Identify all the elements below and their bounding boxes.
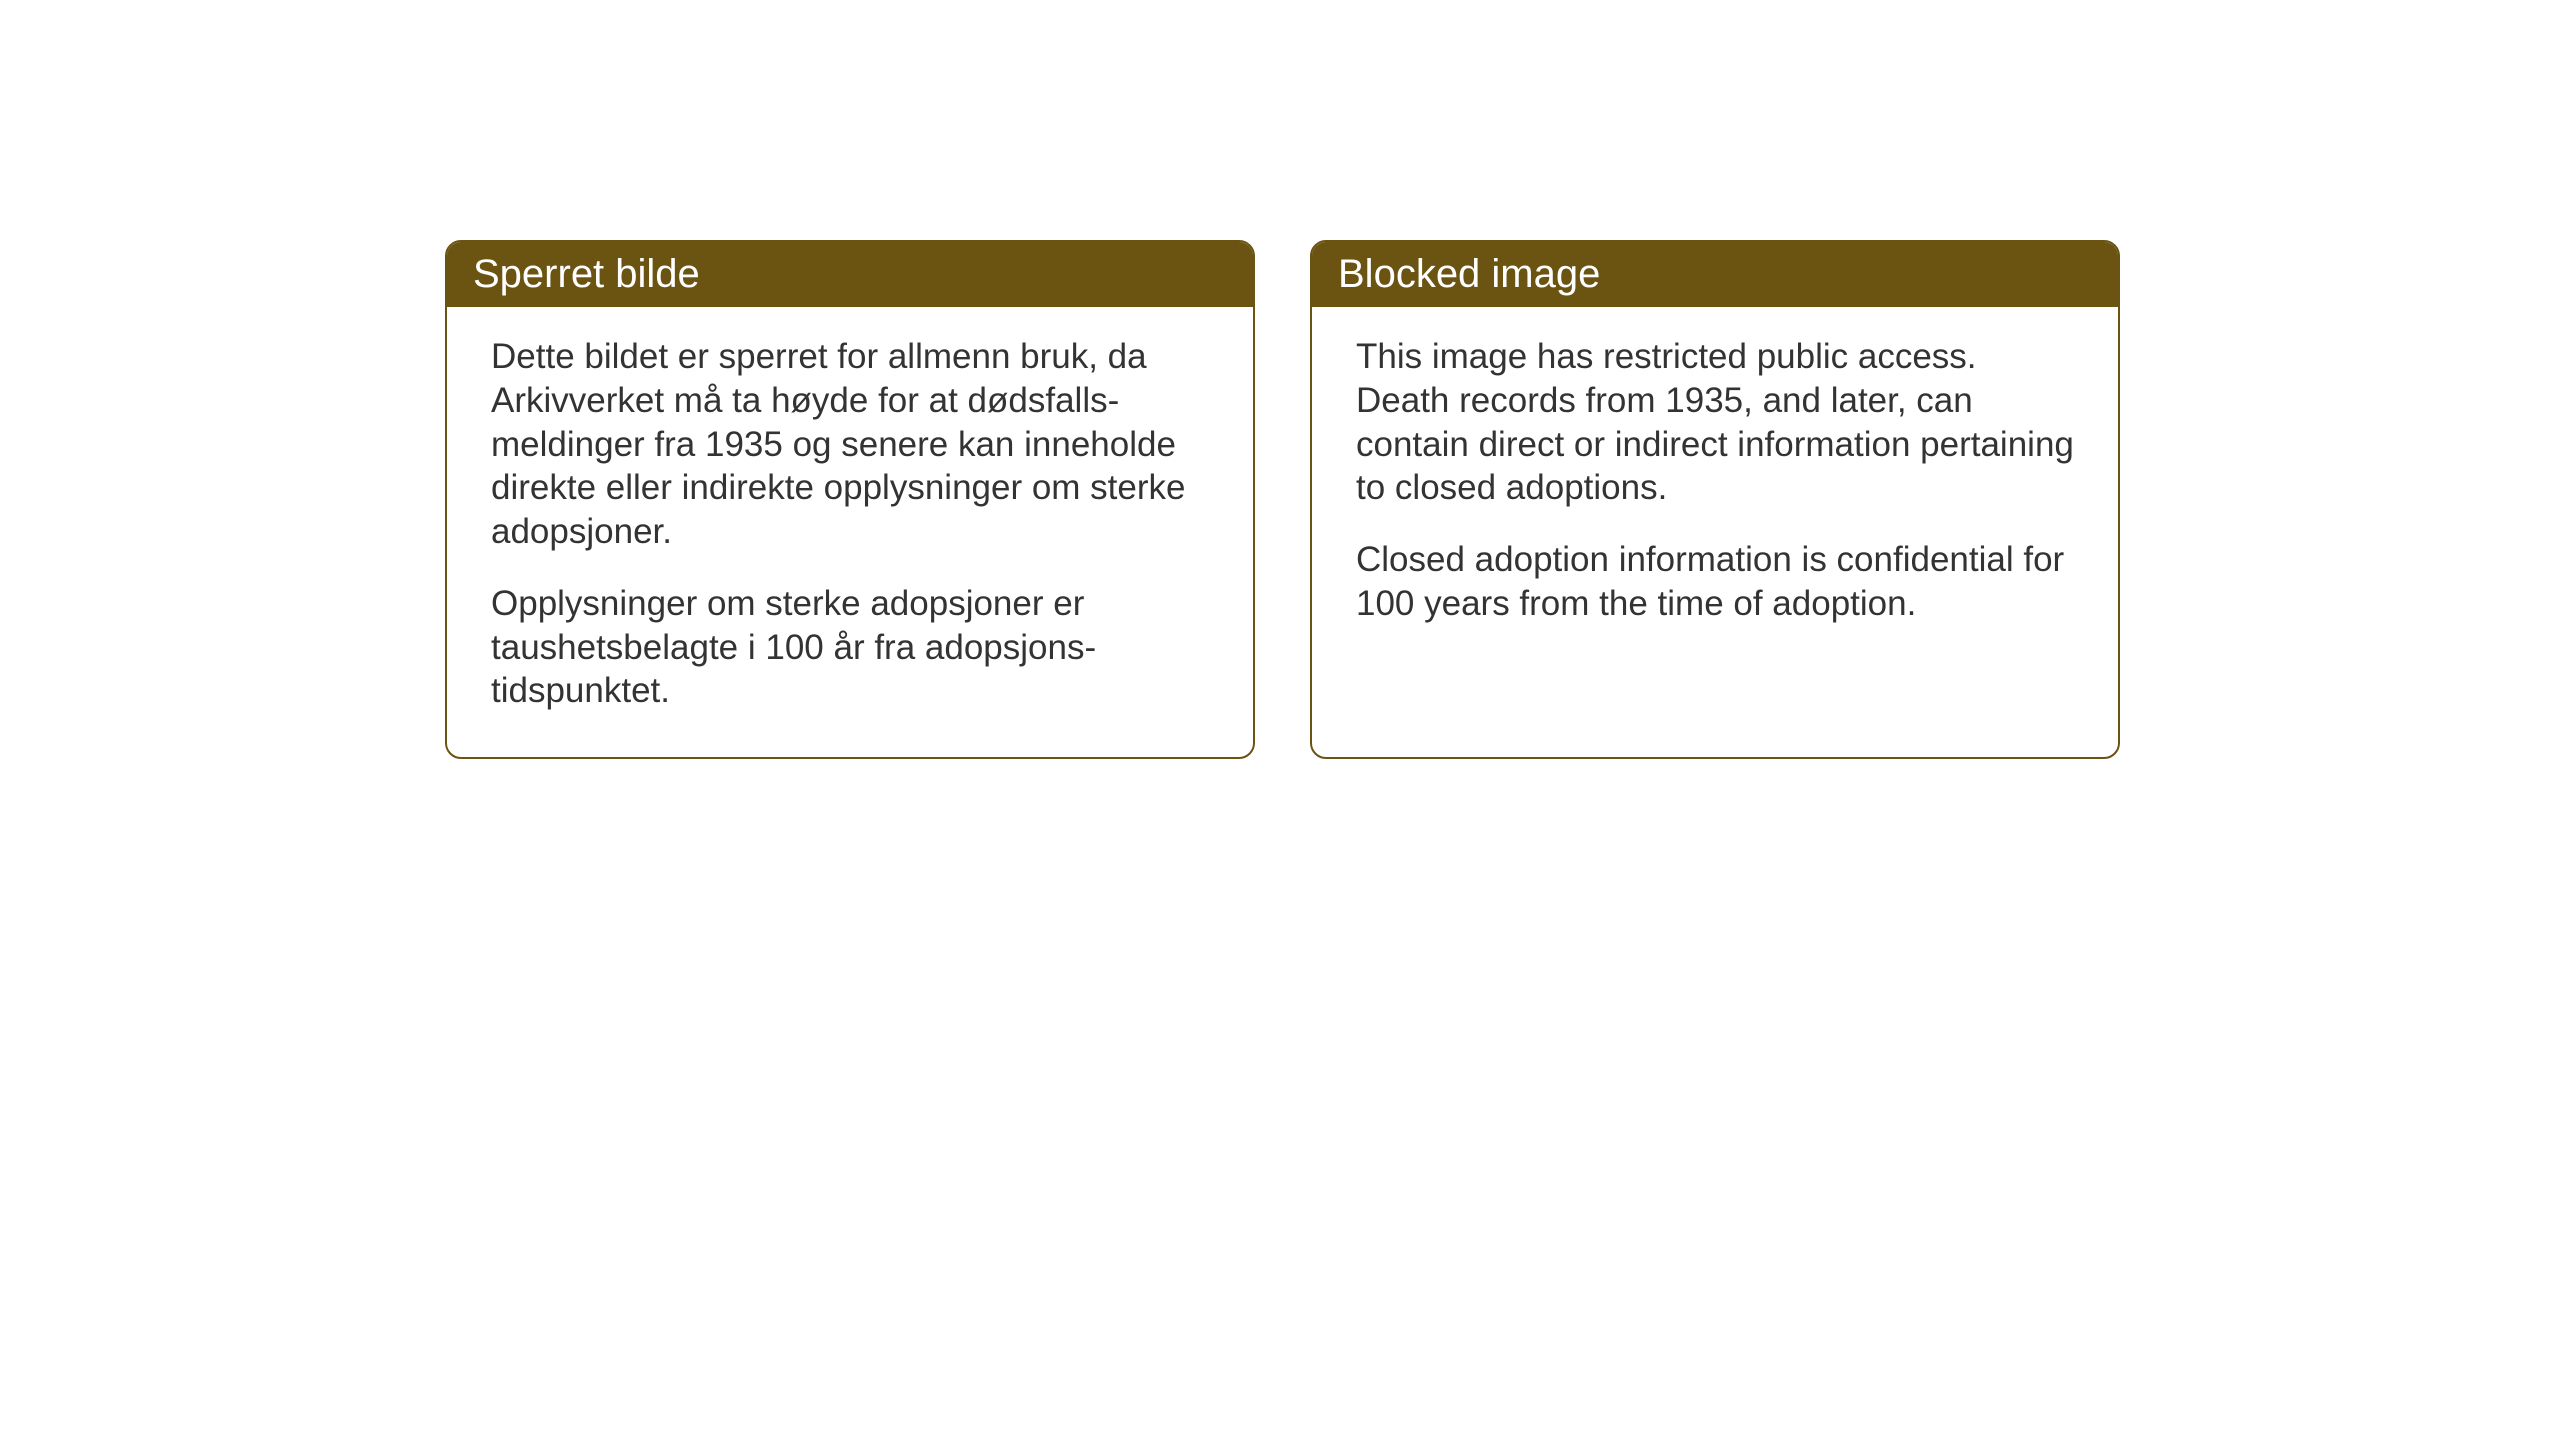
cards-container: Sperret bilde Dette bildet er sperret fo… — [445, 240, 2120, 759]
card-header-norwegian: Sperret bilde — [447, 242, 1253, 307]
card-header-english: Blocked image — [1312, 242, 2118, 307]
card-english: Blocked image This image has restricted … — [1310, 240, 2120, 759]
card-paragraph: This image has restricted public access.… — [1356, 335, 2074, 510]
card-paragraph: Dette bildet er sperret for allmenn bruk… — [491, 335, 1209, 554]
card-paragraph: Closed adoption information is confident… — [1356, 538, 2074, 626]
card-paragraph: Opplysninger om sterke adopsjoner er tau… — [491, 582, 1209, 713]
card-norwegian: Sperret bilde Dette bildet er sperret fo… — [445, 240, 1255, 759]
card-body-english: This image has restricted public access.… — [1312, 307, 2118, 670]
card-title-norwegian: Sperret bilde — [473, 252, 700, 296]
card-title-english: Blocked image — [1338, 252, 1600, 296]
card-body-norwegian: Dette bildet er sperret for allmenn bruk… — [447, 307, 1253, 757]
